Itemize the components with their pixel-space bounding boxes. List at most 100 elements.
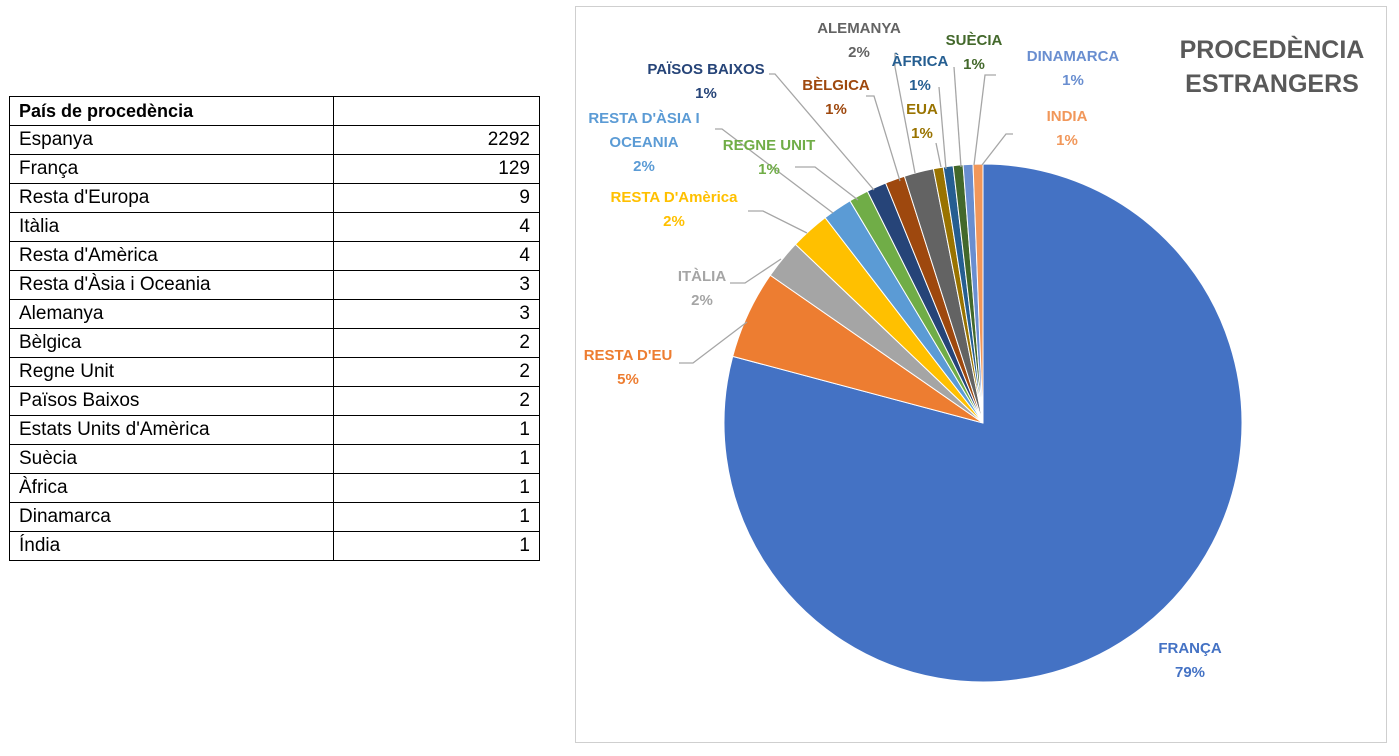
slice-percent-label: 2% [691,292,713,309]
chart-container: FRANÇA 79% RESTA D'EU 5% ITÀLIA 2% RESTA D'Amè… [575,6,1387,743]
table-cell-value: 9 [333,183,540,213]
table-cell-value: 1 [333,473,540,503]
table-row: Països Baixos 2 [9,386,540,416]
leader-line [795,166,859,201]
slice-name-label: SUÈCIA [946,32,1003,49]
table-row: Regne Unit 2 [9,357,540,387]
table-row: Espanya 2292 [9,125,540,155]
leader-line [953,66,962,168]
table-body: Espanya 2292 França 129 Resta d'Europa 9 Itàli… [9,125,540,561]
leader-line [981,133,1013,166]
table-cell-country: Àfrica [9,473,334,503]
slice-percent-label: 5% [617,371,639,388]
data-table: País de procedència Espanya 2292 França 129… [9,96,540,561]
table-row: Dinamarca 1 [9,502,540,532]
table-row: Àfrica 1 [9,473,540,503]
pie-slice-fran-a [723,163,1243,683]
slice-percent-label: 1% [758,161,780,178]
slice-name-label: ALEMANYA [817,20,901,37]
slice-name-label: REGNE UNIT [723,137,816,154]
slice-percent-label: 1% [911,125,933,142]
table-cell-value: 4 [333,241,540,271]
leader-line [935,142,942,168]
slice-percent-label: 1% [1056,132,1078,149]
slice-name-label: RESTA D'EU [584,347,673,364]
table-header-row: País de procedència [9,96,540,126]
pie-chart: FRANÇA 79% RESTA D'EU 5% ITÀLIA 2% RESTA D'Amè… [584,20,1243,683]
table-cell-value: 2 [333,328,540,358]
leader-line [866,95,901,182]
table-row: França 129 [9,154,540,184]
slice-label: DINAMARCA 1% [1027,48,1120,89]
slice-percent-label: 1% [825,101,847,118]
slice-label: RESTA D'ÀSIA I OCEANIA 2% [588,110,699,175]
slice-name-label: ÀFRICA [892,53,949,70]
table-cell-country: Suècia [9,444,334,474]
table-cell-country: Resta d'Europa [9,183,334,213]
table-cell-country: Bèlgica [9,328,334,358]
table-cell-country: Estats Units d'Amèrica [9,415,334,445]
slice-percent-label: 1% [909,77,931,94]
table-row: Estats Units d'Amèrica 1 [9,415,540,445]
slice-name-label: EUA [906,101,938,118]
slice-percent-label: 2% [848,44,870,61]
table-row: Resta d'Àsia i Oceania 3 [9,270,540,300]
slice-label: REGNE UNIT 1% [723,137,816,178]
slice-name-label: BÈLGICA [802,77,870,94]
table-cell-value: 2 [333,386,540,416]
table-header-value [333,96,540,126]
slice-percent-label: 2% [633,158,655,175]
leader-line [730,258,782,284]
table-row: Suècia 1 [9,444,540,474]
slice-label: INDIA 1% [1047,108,1088,149]
slice-label: ALEMANYA 2% [817,20,901,61]
slice-percent-label: 79% [1175,664,1205,681]
slice-percent-label: 1% [695,85,717,102]
slice-name-label: FRANÇA [1158,640,1221,657]
leader-line [938,86,947,170]
table-cell-country: Alemanya [9,299,334,329]
table-row: Resta d'Amèrica 4 [9,241,540,271]
slice-label: ÀFRICA 1% [892,53,949,94]
table-cell-value: 1 [333,502,540,532]
slice-percent-label: 1% [963,56,985,73]
table-cell-value: 2 [333,357,540,387]
slice-name-label: PAÏSOS BAIXOS [647,61,764,78]
table-cell-value: 1 [333,531,540,561]
leader-line [894,53,916,174]
slice-label: PAÏSOS BAIXOS 1% [647,61,764,102]
slice-name-label: DINAMARCA [1027,48,1120,65]
chart-title-line-1: PROCEDÈNCIA [1179,36,1365,64]
table-cell-value: 1 [333,444,540,474]
leader-line [973,74,996,166]
table-row: Alemanya 3 [9,299,540,329]
leader-line [715,128,834,214]
table-row: Resta d'Europa 9 [9,183,540,213]
leader-line [679,321,748,364]
table-cell-value: 1 [333,415,540,445]
slice-label: RESTA D'Amèrica 2% [611,189,739,230]
slice-label: FRANÇA 79% [1158,640,1221,681]
table-row: Bèlgica 2 [9,328,540,358]
slice-name-label: RESTA D'Amèrica [611,189,739,206]
slice-percent-label: 1% [1062,72,1084,89]
table-header-country: País de procedència [9,96,334,126]
chart-title: PROCEDÈNCIA ESTRANGERS [1172,33,1372,101]
slice-label: RESTA D'EU 5% [584,347,673,388]
slice-name-label: ITÀLIA [678,268,726,285]
table-cell-country: Dinamarca [9,502,334,532]
slice-name-label: OCEANIA [609,134,678,151]
table-cell-value: 3 [333,299,540,329]
table-row: Índia 1 [9,531,540,561]
slice-label: EUA 1% [906,101,938,142]
table-cell-value: 4 [333,212,540,242]
table-cell-country: Índia [9,531,334,561]
table-cell-country: Espanya [9,125,334,155]
slice-name-label: RESTA D'ÀSIA I [588,110,699,127]
slice-label: BÈLGICA 1% [802,77,870,118]
table-cell-value: 129 [333,154,540,184]
table-cell-value: 3 [333,270,540,300]
table-cell-country: Regne Unit [9,357,334,387]
table-cell-country: Itàlia [9,212,334,242]
table-cell-country: Resta d'Amèrica [9,241,334,271]
